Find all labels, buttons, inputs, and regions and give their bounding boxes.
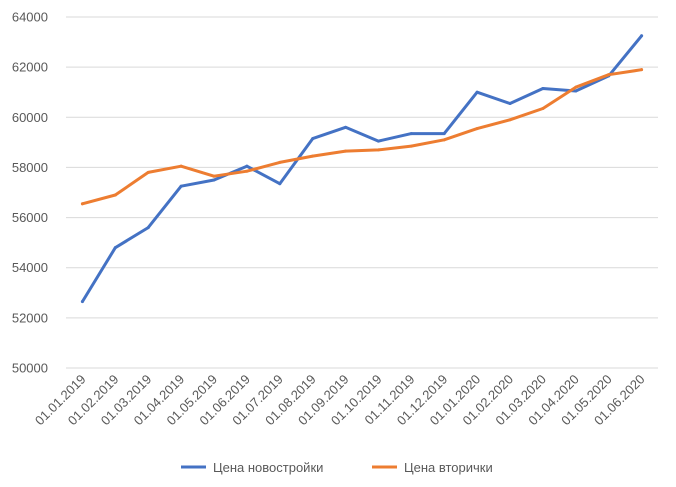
data-point — [376, 148, 380, 152]
data-point — [212, 174, 216, 178]
legend-label-new-build: Цена новостройки — [213, 460, 323, 475]
data-point — [607, 73, 611, 77]
data-point — [80, 202, 84, 206]
y-axis-tick-labels: 50000 52000 54000 56000 58000 60000 62000 64000 — [12, 10, 48, 376]
data-point — [245, 169, 249, 173]
y-tick-label: 52000 — [12, 310, 48, 325]
series-line-0 — [80, 34, 644, 304]
y-tick-label: 56000 — [12, 210, 48, 225]
legend: Цена новостройки Цена вторички — [181, 460, 493, 475]
y-tick-label: 60000 — [12, 110, 48, 125]
series-lines — [80, 34, 644, 304]
data-point — [541, 86, 545, 90]
gridlines — [66, 16, 658, 369]
data-point — [409, 144, 413, 148]
data-point — [278, 182, 282, 186]
data-point — [475, 127, 479, 131]
data-point — [212, 178, 216, 182]
y-tick-label: 62000 — [12, 60, 48, 75]
y-tick-label: 54000 — [12, 260, 48, 275]
y-tick-label: 64000 — [12, 10, 48, 25]
data-point — [146, 226, 150, 230]
x-axis-tick-labels: 01.01.201901.02.201901.03.201901.04.2019… — [32, 372, 648, 429]
data-point — [245, 164, 249, 168]
data-point — [344, 125, 348, 129]
y-tick-label: 58000 — [12, 160, 48, 175]
data-point — [640, 34, 644, 38]
data-point — [311, 154, 315, 158]
data-point — [80, 300, 84, 304]
series-line-1 — [80, 68, 644, 206]
data-point — [344, 149, 348, 153]
data-point — [574, 85, 578, 89]
data-point — [541, 107, 545, 111]
data-point — [146, 170, 150, 174]
data-point — [113, 193, 117, 197]
data-point — [442, 132, 446, 136]
data-point — [311, 137, 315, 141]
data-point — [376, 139, 380, 143]
legend-label-resale: Цена вторички — [404, 460, 493, 475]
data-point — [640, 68, 644, 72]
data-point — [508, 118, 512, 122]
data-point — [442, 138, 446, 142]
data-point — [179, 184, 183, 188]
data-point — [278, 160, 282, 164]
data-point — [179, 164, 183, 168]
data-point — [475, 90, 479, 94]
data-point — [574, 89, 578, 93]
data-point — [409, 132, 413, 136]
data-point — [508, 101, 512, 105]
y-tick-label: 50000 — [12, 361, 48, 376]
data-point — [113, 246, 117, 250]
